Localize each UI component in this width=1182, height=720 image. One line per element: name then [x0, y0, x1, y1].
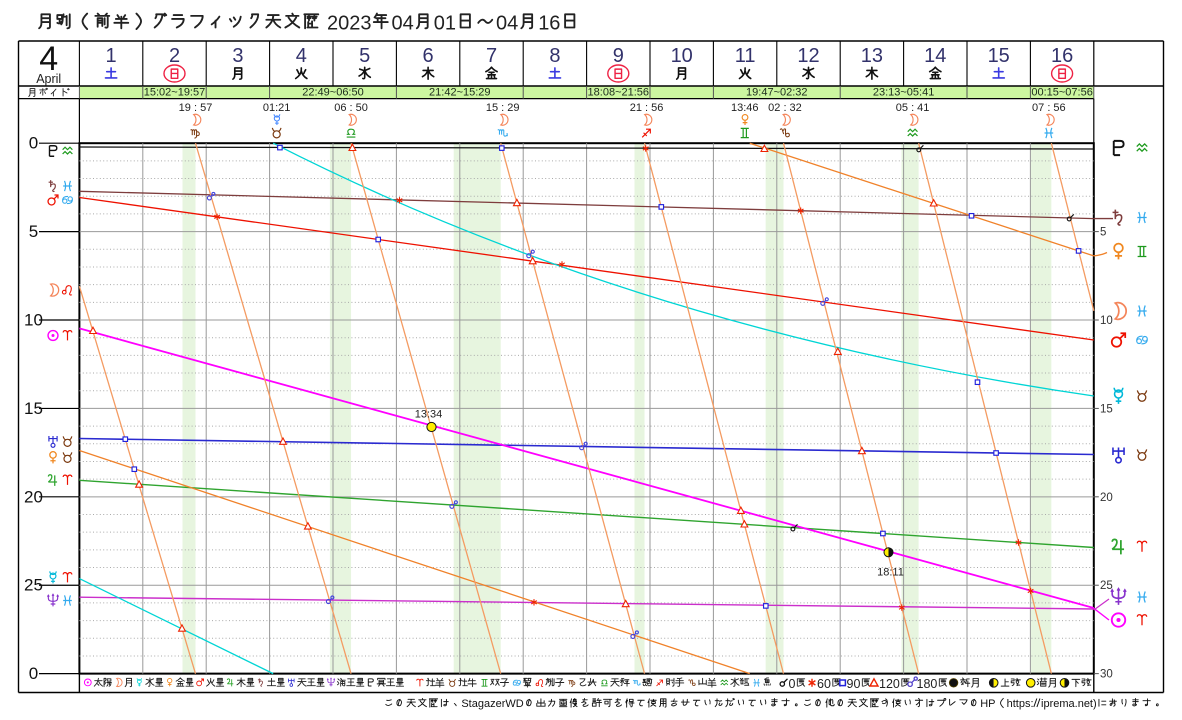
svg-text:2: 2 — [169, 45, 180, 67]
svg-text:13:34: 13:34 — [415, 409, 443, 421]
svg-text:18:11: 18:11 — [877, 567, 904, 579]
svg-text:06 : 50: 06 : 50 — [334, 102, 368, 114]
svg-text:23:13~05:41: 23:13~05:41 — [873, 87, 934, 99]
svg-text:180: 180 — [917, 677, 938, 691]
svg-text:https:: https: — [1007, 698, 1034, 710]
svg-text:15: 15 — [1100, 403, 1113, 415]
svg-text:10: 10 — [1100, 315, 1113, 327]
svg-text:14: 14 — [924, 45, 946, 67]
svg-text:10: 10 — [24, 311, 43, 330]
svg-text:30: 30 — [1100, 669, 1113, 681]
svg-text:11: 11 — [735, 45, 756, 67]
svg-text:0: 0 — [29, 134, 38, 153]
svg-text:15 : 29: 15 : 29 — [486, 102, 520, 114]
svg-text:19 : 57: 19 : 57 — [179, 102, 213, 114]
svg-text:20: 20 — [1100, 492, 1113, 504]
svg-text:2023: 2023 — [327, 12, 372, 34]
svg-text:01:21: 01:21 — [263, 102, 291, 114]
svg-text:90: 90 — [847, 677, 861, 691]
svg-text:13:46: 13:46 — [731, 102, 759, 114]
svg-text:0: 0 — [789, 677, 796, 691]
svg-text:16: 16 — [1051, 45, 1073, 67]
svg-text:13: 13 — [861, 45, 883, 67]
svg-text:00:15~07:56: 00:15~07:56 — [1031, 87, 1092, 99]
svg-text:StagazerWD: StagazerWD — [461, 698, 523, 710]
svg-text:9: 9 — [613, 45, 624, 67]
svg-text:05 : 41: 05 : 41 — [896, 102, 930, 114]
svg-text:4: 4 — [296, 45, 307, 67]
svg-text:22:49~06:50: 22:49~06:50 — [302, 87, 363, 99]
svg-text:25: 25 — [1100, 580, 1113, 592]
svg-text:5: 5 — [29, 222, 38, 241]
svg-text:1: 1 — [106, 45, 117, 67]
svg-text:15:02~19:57: 15:02~19:57 — [144, 87, 205, 99]
svg-text:15: 15 — [988, 45, 1010, 67]
svg-text:iprema.net): iprema.net) — [1041, 698, 1097, 710]
svg-text:8: 8 — [549, 45, 560, 67]
svg-text:HP: HP — [980, 698, 995, 710]
svg-text:15: 15 — [24, 399, 43, 418]
svg-text:6: 6 — [423, 45, 434, 67]
svg-text:120: 120 — [879, 677, 900, 691]
svg-text:10: 10 — [671, 45, 693, 67]
svg-text:5: 5 — [1100, 227, 1106, 239]
svg-text:21:42~15:29: 21:42~15:29 — [429, 87, 490, 99]
svg-text:0: 0 — [29, 664, 38, 683]
svg-text:60: 60 — [817, 677, 831, 691]
svg-text:25: 25 — [24, 576, 43, 595]
svg-text:21 : 56: 21 : 56 — [630, 102, 664, 114]
svg-text:07 : 56: 07 : 56 — [1032, 102, 1066, 114]
svg-text:18:08~21:56: 18:08~21:56 — [588, 87, 649, 99]
svg-text:3: 3 — [232, 45, 243, 67]
svg-text:12: 12 — [797, 45, 819, 67]
svg-text:02 : 32: 02 : 32 — [768, 102, 802, 114]
svg-text:16: 16 — [538, 12, 560, 34]
svg-text:7: 7 — [486, 45, 497, 67]
svg-text:20: 20 — [24, 487, 43, 506]
svg-text:01: 01 — [434, 12, 456, 34]
svg-text:4: 4 — [39, 40, 58, 78]
svg-text:04: 04 — [391, 12, 413, 34]
svg-text:04: 04 — [496, 12, 518, 34]
svg-text:19:47~02:32: 19:47~02:32 — [746, 87, 807, 99]
svg-text:5: 5 — [359, 45, 370, 67]
svg-text:April: April — [36, 72, 61, 86]
